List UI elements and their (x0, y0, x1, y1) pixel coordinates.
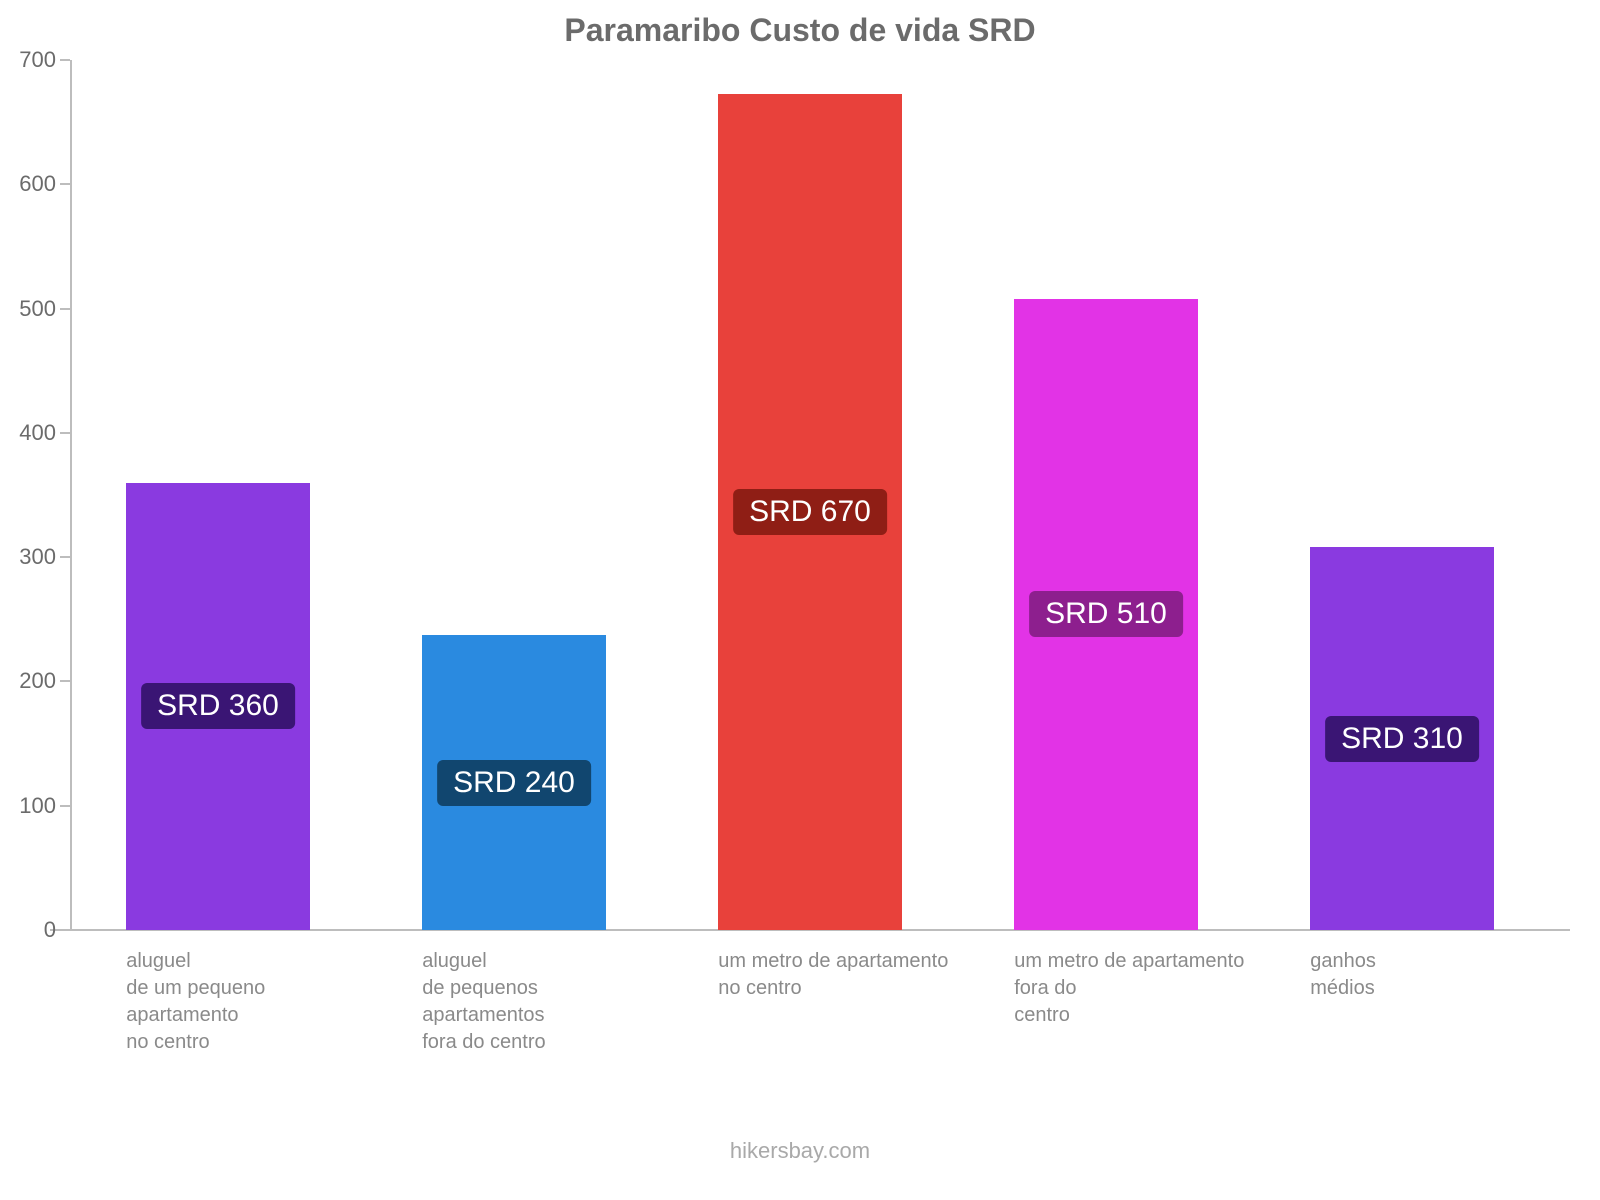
bar: SRD 240 (422, 635, 606, 930)
y-tick (60, 556, 70, 558)
y-axis-line (70, 60, 72, 930)
value-badge: SRD 360 (141, 683, 295, 729)
category-label: um metro de apartamento fora do centro (1014, 948, 1258, 1029)
bar: SRD 510 (1014, 299, 1198, 930)
plot-area: 0100200300400500600700SRD 360aluguel de … (70, 60, 1550, 930)
y-axis-label: 400 (19, 420, 56, 446)
value-badge: SRD 510 (1029, 591, 1183, 637)
y-axis-label: 600 (19, 171, 56, 197)
bar: SRD 360 (126, 483, 310, 930)
y-tick (60, 183, 70, 185)
value-badge: SRD 670 (733, 489, 887, 535)
y-axis-label: 100 (19, 793, 56, 819)
category-label: um metro de apartamento no centro (718, 948, 962, 1002)
y-tick (60, 929, 70, 931)
bar: SRD 310 (1310, 547, 1494, 930)
category-label: ganhos médios (1310, 948, 1554, 1002)
chart-title: Paramaribo Custo de vida SRD (0, 12, 1600, 49)
bar: SRD 670 (718, 94, 902, 930)
category-label: aluguel de pequenos apartamentos fora do… (422, 948, 666, 1056)
y-axis-label: 200 (19, 668, 56, 694)
y-axis-label: 500 (19, 296, 56, 322)
y-axis-label: 700 (19, 47, 56, 73)
y-tick (60, 432, 70, 434)
y-axis-label: 300 (19, 544, 56, 570)
value-badge: SRD 310 (1325, 716, 1479, 762)
category-label: aluguel de um pequeno apartamento no cen… (126, 948, 370, 1056)
value-badge: SRD 240 (437, 760, 591, 806)
y-tick (60, 308, 70, 310)
y-axis-label: 0 (44, 917, 56, 943)
y-tick (60, 59, 70, 61)
chart-container: Paramaribo Custo de vida SRD 01002003004… (0, 0, 1600, 1200)
y-tick (60, 805, 70, 807)
credit-text: hikersbay.com (0, 1138, 1600, 1164)
y-tick (60, 680, 70, 682)
